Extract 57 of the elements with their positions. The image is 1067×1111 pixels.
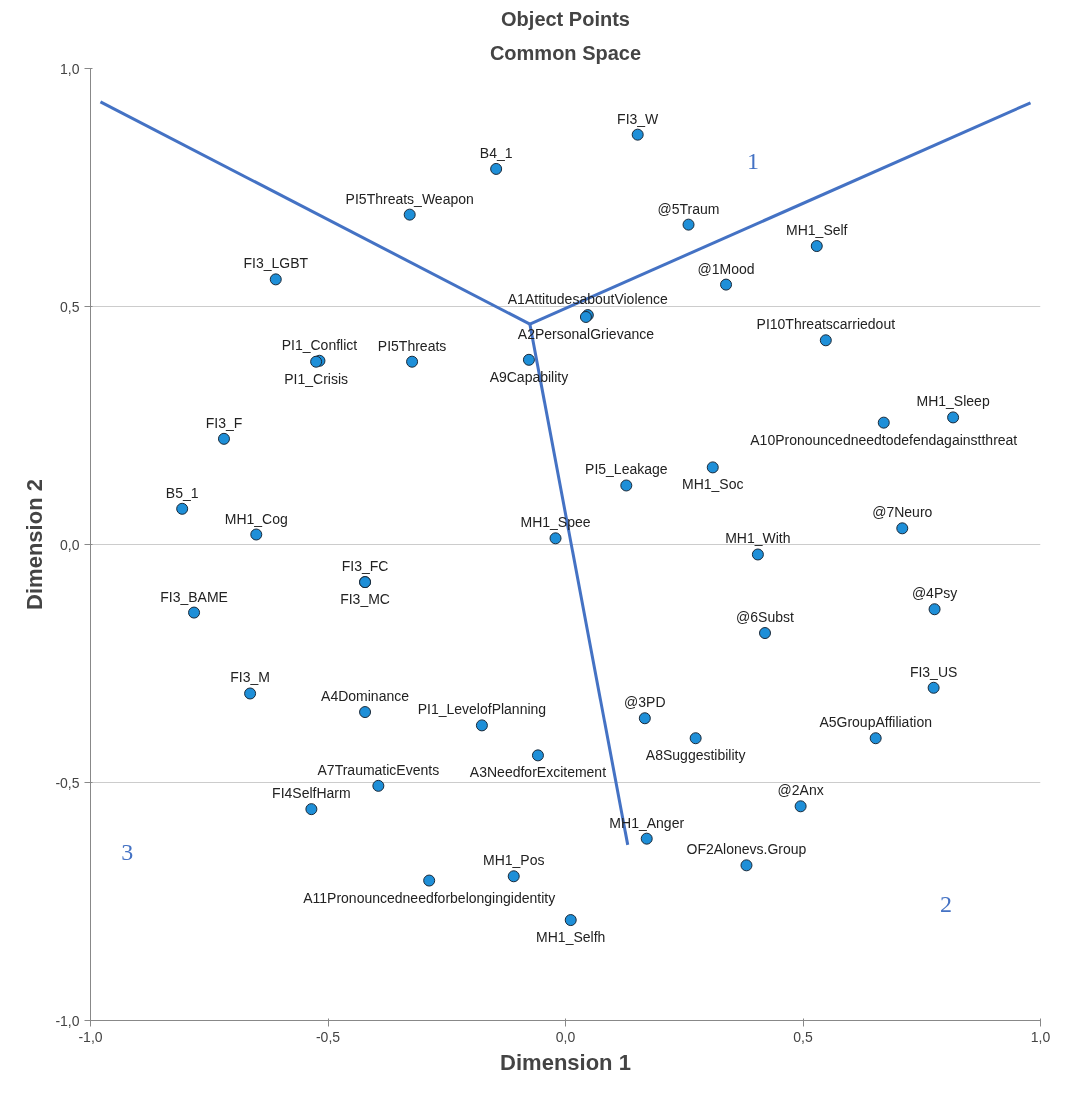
annotation: PI1_Crisis <box>284 370 349 387</box>
annotation: FI4SelfHarm <box>272 785 351 802</box>
annotation: MH1_Sleep <box>916 393 990 410</box>
x-tick-label: 1,0 <box>1030 1028 1051 1045</box>
annotation: @7Neuro <box>872 504 933 521</box>
y-tick-label: -1,0 <box>55 1012 80 1029</box>
annotation: PI5Threats_Weapon <box>345 190 474 207</box>
annotation: PI5_Leakage <box>585 461 668 478</box>
annotation: A4Dominance <box>321 688 410 705</box>
annotation: A10Pronouncedneedtodefendagainstthreat <box>750 431 1018 448</box>
x-tick-label: -0,5 <box>315 1028 341 1045</box>
annotation: B4_1 <box>479 144 513 161</box>
annotation: A3NeedforExcitement <box>469 764 607 781</box>
annotation: OF2Alonevs.Group <box>686 841 807 858</box>
annotation: MH1_Selfh <box>536 929 606 946</box>
annotation: FI3_F <box>205 414 243 431</box>
chart-subtitle: Common Space <box>489 41 642 64</box>
y-axis-title: Dimension 2 <box>22 479 48 610</box>
annotation: @2Anx <box>777 782 824 799</box>
annotation: A7TraumaticEvents <box>317 761 440 778</box>
annotation: MH1_Pos <box>482 852 545 869</box>
annotation: PI5Threats <box>377 337 447 354</box>
annotation: FI3_US <box>909 663 958 680</box>
annotation: PI1_LevelofPlanning <box>417 701 547 718</box>
annotation: @4Psy <box>911 585 958 602</box>
annotation: @1Mood <box>697 260 755 277</box>
annotation: 3 <box>121 838 134 865</box>
annotation: FI3_MC <box>340 591 390 608</box>
annotation: MH1_With <box>725 530 791 547</box>
y-tick-label: -0,5 <box>55 774 80 791</box>
annotation: FI3_FC <box>341 558 389 575</box>
annotation: PI1_Conflict <box>281 336 358 353</box>
annotation: @6Subst <box>736 609 795 626</box>
annotation: MH1_Soc <box>682 476 744 493</box>
annotation: A11Pronouncedneedforbelongingidentity <box>303 889 556 906</box>
annotation: A8Suggestibility <box>645 747 746 764</box>
annotation: MH1_Cog <box>224 510 288 527</box>
y-tick-label: 0,0 <box>60 536 80 553</box>
annotation: FI3_LGBT <box>243 255 309 272</box>
annotation: FI3_BAME <box>160 588 228 605</box>
x-tick-label: -1,0 <box>78 1028 103 1045</box>
annotation: 2 <box>940 891 953 918</box>
x-axis-title: Dimension 1 <box>500 1049 631 1075</box>
annotation: PI10Threatscarriedout <box>756 316 896 333</box>
annotation: FI3_W <box>617 110 660 127</box>
y-tick-label: 0,5 <box>60 298 80 315</box>
annotation: A5GroupAffiliation <box>819 714 932 731</box>
annotation: MH1_Self <box>786 222 848 239</box>
x-tick-label: 0,0 <box>555 1028 576 1045</box>
annotation: @3PD <box>624 694 666 711</box>
annotation: @5Traum <box>657 200 720 217</box>
annotation: B5_1 <box>165 484 199 501</box>
annotation: 1 <box>746 147 759 174</box>
chart-title: Object Points <box>501 7 630 30</box>
annotation: FI3_M <box>230 669 270 686</box>
x-tick-label: 0,5 <box>793 1028 813 1045</box>
y-tick-label: 1,0 <box>60 60 80 77</box>
